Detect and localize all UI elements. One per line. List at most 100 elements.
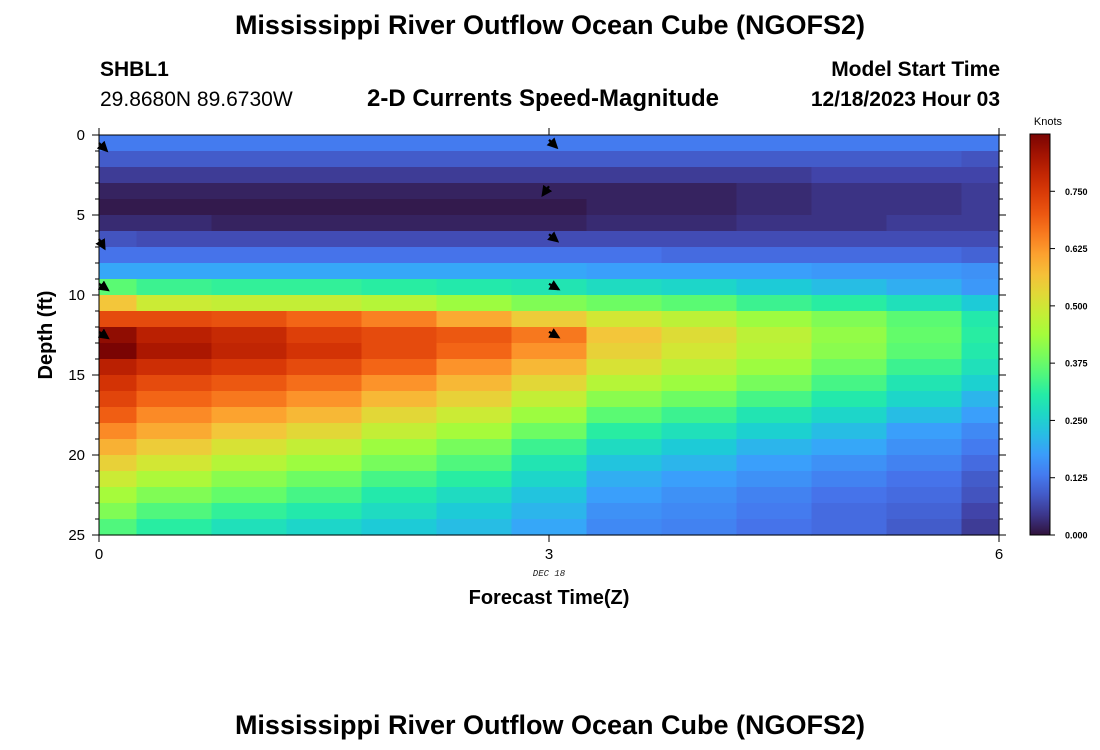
heatmap-cell (511, 407, 588, 424)
heatmap-cell (586, 503, 663, 520)
heatmap-cell (736, 391, 813, 408)
heatmap-cell (136, 375, 213, 392)
heatmap-cell (286, 503, 363, 520)
heatmap-chart: 0 5 10 15 20 25 0 3 6 DEC 18 Forecast Time(Z) De… (35, 116, 1088, 609)
heatmap-cell (361, 247, 438, 264)
heatmap-cell (961, 199, 1000, 216)
heatmap-cell (886, 151, 963, 168)
heatmap-cell (661, 471, 738, 488)
heatmap-cell (99, 407, 138, 424)
heatmap-cell (99, 183, 138, 200)
heatmap-cell (136, 327, 213, 344)
heatmap-cell (736, 311, 813, 328)
heatmap-cell (361, 135, 438, 152)
heatmap-cell (961, 151, 1000, 168)
heatmap-cell (211, 519, 288, 536)
heatmap-cell (736, 423, 813, 440)
heatmap-cell (99, 375, 138, 392)
colorbar-tick-label: 0.625 (1065, 244, 1088, 254)
heatmap-cell (286, 455, 363, 472)
heatmap-cell (661, 503, 738, 520)
model-start-label: Model Start Time (831, 58, 1000, 81)
heatmap-cell (361, 263, 438, 280)
heatmap-cell (961, 471, 1000, 488)
heatmap-cell (811, 279, 888, 296)
heatmap-cell (886, 439, 963, 456)
heatmap-cell (961, 375, 1000, 392)
heatmap-cell (811, 439, 888, 456)
heatmap-cell (886, 263, 963, 280)
heatmap-cell (436, 199, 513, 216)
heatmap-cell (436, 295, 513, 312)
heatmap-cell (361, 391, 438, 408)
heatmap-cell (361, 215, 438, 232)
heatmap-cell (511, 295, 588, 312)
heatmap-cell (961, 455, 1000, 472)
y-tick-label: 10 (68, 287, 85, 304)
heatmap-cell (436, 359, 513, 376)
heatmap-cell (586, 407, 663, 424)
heatmap-cell (211, 423, 288, 440)
y-tick-label: 25 (68, 527, 85, 544)
heatmap-cell (661, 455, 738, 472)
current-vector-arrow (97, 328, 110, 340)
heatmap-cell (736, 279, 813, 296)
heatmap-cell (736, 343, 813, 360)
heatmap-cell (961, 183, 1000, 200)
heatmap-cell (361, 503, 438, 520)
heatmap-cell (586, 343, 663, 360)
heatmap-cell (286, 343, 363, 360)
heatmap-cell (511, 327, 588, 344)
heatmap-cell (736, 199, 813, 216)
heatmap-cell (661, 391, 738, 408)
heatmap-cell (99, 231, 138, 248)
heatmap-cell (511, 151, 588, 168)
heatmap-cell (961, 295, 1000, 312)
heatmap-cell (586, 183, 663, 200)
heatmap-cell (361, 151, 438, 168)
heatmap-cell (99, 391, 138, 408)
current-vector-arrow (97, 280, 110, 292)
heatmap-cell (511, 183, 588, 200)
heatmap-cell (811, 135, 888, 152)
heatmap-cell (661, 183, 738, 200)
heatmap-cell (436, 183, 513, 200)
heatmap-cell (811, 231, 888, 248)
heatmap-cell (586, 135, 663, 152)
heatmap-cell (511, 423, 588, 440)
heatmap-cell (811, 375, 888, 392)
heatmap-cell (886, 375, 963, 392)
heatmap-cell (361, 167, 438, 184)
heatmap-cell (99, 503, 138, 520)
heatmap-cell (961, 279, 1000, 296)
heatmap-cell (286, 327, 363, 344)
heatmap-cell (736, 439, 813, 456)
heatmap-cell (286, 263, 363, 280)
heatmap-cell (211, 375, 288, 392)
heatmap-cell (99, 247, 138, 264)
heatmap-cell (886, 135, 963, 152)
heatmap-cell (811, 519, 888, 536)
heatmap-cell (736, 167, 813, 184)
heatmap-cell (661, 279, 738, 296)
heatmap-cell (361, 407, 438, 424)
heatmap-cell (586, 375, 663, 392)
heatmap-cell (511, 215, 588, 232)
heatmap-cell (811, 215, 888, 232)
heatmap-cell (436, 327, 513, 344)
heatmap-cell (811, 503, 888, 520)
heatmap-cell (886, 343, 963, 360)
heatmap-cell (136, 503, 213, 520)
heatmap-cell (361, 471, 438, 488)
heatmap-cell (511, 391, 588, 408)
y-axis-label: Depth (ft) (35, 291, 57, 380)
colorbar-tick-label: 0.375 (1065, 359, 1088, 369)
heatmap-cell (211, 279, 288, 296)
heatmap-cell (286, 231, 363, 248)
heatmap-cell (286, 215, 363, 232)
heatmap-cell (811, 471, 888, 488)
heatmap-cell (586, 215, 663, 232)
heatmap-cell (99, 199, 138, 216)
heatmap-cell (661, 439, 738, 456)
heatmap-cell (136, 455, 213, 472)
